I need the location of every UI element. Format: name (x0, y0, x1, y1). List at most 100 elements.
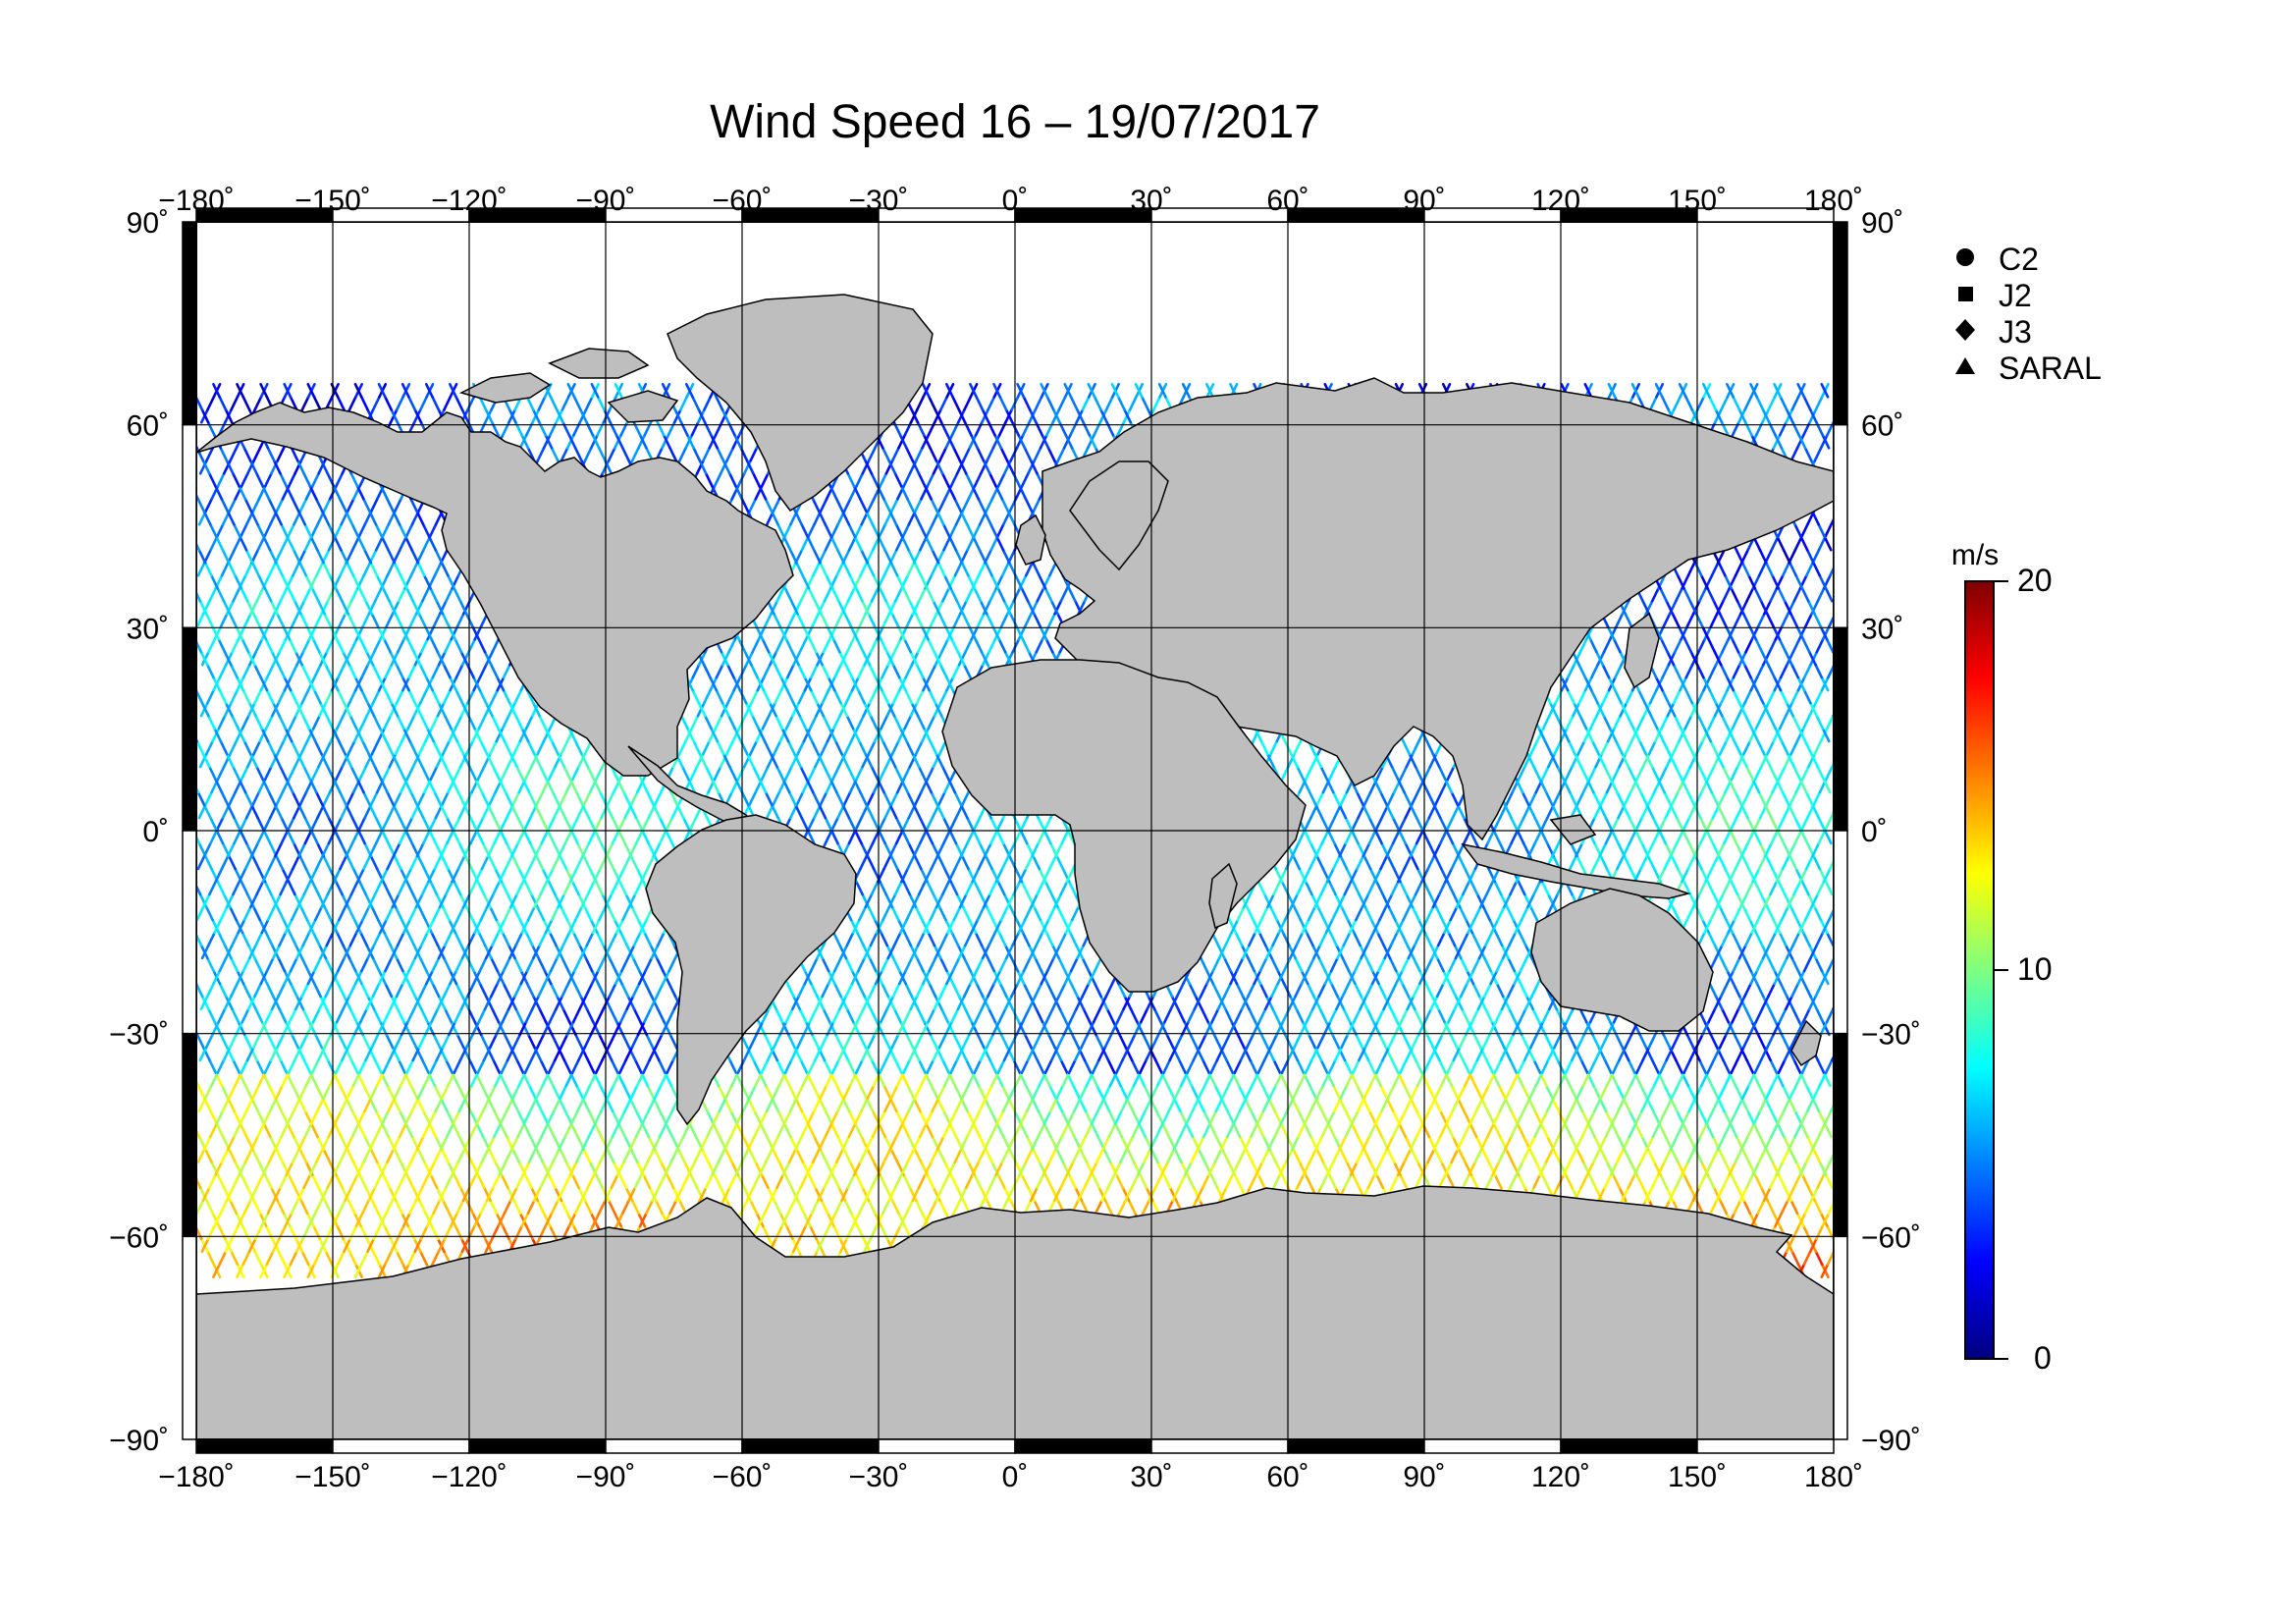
track-segment (506, 1046, 515, 1062)
track-segment (537, 982, 547, 999)
track-segment (224, 408, 234, 424)
track-segment (229, 905, 238, 922)
track-segment (284, 1020, 294, 1037)
track-segment (871, 829, 881, 845)
track-segment (284, 624, 294, 641)
track-segment (513, 982, 523, 999)
track-segment (231, 637, 240, 654)
track-segment (256, 535, 266, 552)
track-segment (605, 841, 614, 858)
track-segment (261, 1161, 271, 1177)
track-segment (393, 497, 402, 514)
track-segment (732, 676, 742, 692)
track-segment (196, 905, 205, 922)
track-segment (666, 1173, 675, 1190)
track-segment (558, 803, 567, 820)
track-segment (432, 905, 442, 922)
track-segment (214, 1161, 224, 1177)
track-segment (236, 383, 245, 399)
track-segment (717, 1148, 726, 1164)
track-segment (514, 931, 524, 947)
track-segment (524, 714, 534, 730)
track-segment (367, 893, 377, 909)
track-segment (441, 905, 451, 922)
track-segment (512, 1033, 521, 1050)
track-segment (832, 931, 841, 947)
track-segment (622, 1084, 632, 1101)
track-segment (693, 1148, 703, 1164)
track-segment (489, 1033, 498, 1050)
track-segment (325, 931, 335, 947)
track-segment (607, 905, 616, 922)
track-segment (787, 790, 797, 807)
track-segment (334, 522, 343, 539)
track-segment (501, 1007, 510, 1024)
track-segment (962, 446, 972, 462)
track-segment (918, 1058, 927, 1075)
track-segment (1057, 396, 1067, 411)
track-segment (901, 522, 911, 539)
track-segment (547, 1173, 557, 1190)
track-segment (706, 1109, 716, 1126)
track-segment (821, 956, 830, 973)
track-segment (965, 586, 975, 603)
track-segment (453, 880, 462, 896)
track-segment (988, 1058, 998, 1075)
track-segment (452, 829, 461, 845)
track-segment (927, 714, 936, 730)
track-segment (383, 931, 393, 947)
track-segment (225, 459, 235, 475)
track-segment (927, 931, 936, 947)
track-segment (250, 803, 259, 820)
track-segment (619, 1007, 628, 1024)
track-segment (721, 752, 731, 769)
track-segment (445, 880, 454, 896)
track-segment (263, 471, 273, 488)
track-segment (396, 931, 405, 947)
track-segment (441, 1148, 450, 1164)
track-segment (312, 956, 322, 973)
track-segment (738, 663, 748, 679)
track-segment (550, 446, 560, 462)
track-segment (690, 714, 700, 730)
track-segment (634, 1122, 644, 1139)
track-segment (520, 433, 530, 450)
track-segment (411, 599, 421, 616)
track-segment (310, 1058, 320, 1075)
track-segment (533, 752, 543, 769)
track-segment (761, 714, 771, 730)
track-segment (489, 1199, 499, 1216)
track-segment (454, 396, 464, 411)
track-segment (292, 561, 300, 577)
track-segment (987, 396, 996, 411)
track-segment (333, 829, 343, 845)
track-segment (587, 829, 597, 845)
track-segment (322, 790, 332, 807)
track-segment (495, 1212, 505, 1228)
track-segment (196, 1127, 201, 1139)
track-segment (226, 1135, 236, 1152)
track-segment (586, 765, 596, 782)
track-segment (385, 905, 395, 922)
track-segment (419, 931, 429, 947)
track-segment (937, 905, 947, 922)
track-segment (744, 701, 754, 718)
track-segment (309, 1122, 319, 1139)
track-segment (315, 790, 324, 807)
track-segment (770, 752, 778, 769)
track-segment (435, 599, 445, 616)
track-segment (480, 854, 490, 871)
track-segment (204, 612, 214, 628)
track-segment (203, 1084, 213, 1101)
track-segment (334, 1122, 343, 1139)
track-segment (1036, 1058, 1045, 1075)
track-segment (942, 1109, 952, 1126)
track-segment (560, 1199, 569, 1216)
track-segment (362, 854, 372, 871)
track-segment (417, 905, 427, 922)
track-segment (549, 982, 559, 999)
track-segment (241, 982, 251, 999)
track-segment (368, 1135, 378, 1152)
track-segment (536, 1199, 546, 1216)
track-segment (745, 1186, 755, 1203)
